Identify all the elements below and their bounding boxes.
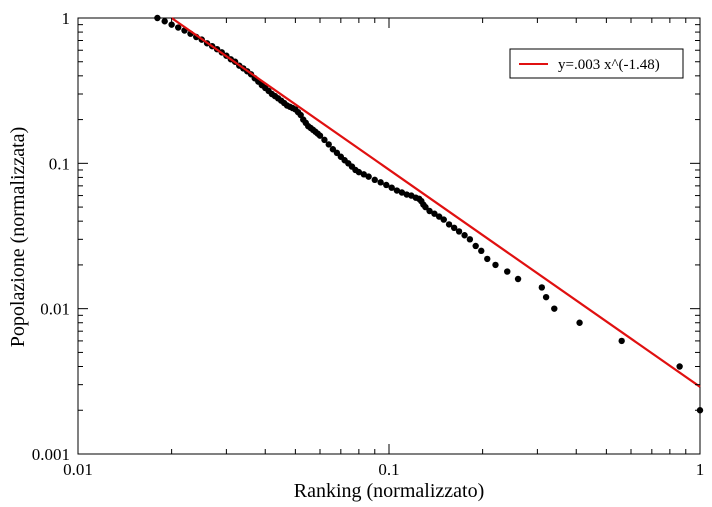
data-point — [321, 136, 328, 144]
data-point — [504, 268, 511, 275]
data-point — [175, 24, 182, 31]
data-point — [478, 247, 485, 255]
data-point — [445, 221, 453, 228]
data-point — [484, 255, 491, 263]
data-point — [576, 319, 583, 326]
data-point — [393, 187, 401, 194]
data-point — [492, 261, 499, 269]
x-tick-label: 0.1 — [378, 460, 399, 479]
data-point — [426, 207, 433, 215]
data-point — [461, 232, 468, 239]
data-point — [618, 337, 625, 345]
data-point — [383, 181, 390, 189]
legend: y=.003 x^(-1.48) — [509, 48, 684, 79]
data-point — [514, 275, 522, 283]
data-point — [161, 18, 168, 25]
data-point — [316, 132, 324, 139]
y-tick-label: 0.001 — [32, 445, 70, 464]
x-tick-label: 0.01 — [63, 460, 93, 479]
data-point — [168, 21, 175, 28]
data-point — [422, 203, 429, 211]
data-point — [431, 210, 438, 217]
plot-frame — [77, 17, 701, 455]
data-point — [472, 242, 479, 250]
data-point — [542, 293, 550, 301]
data-point — [365, 173, 372, 180]
data-point — [325, 141, 332, 148]
data-point — [377, 179, 384, 186]
data-point — [538, 284, 546, 291]
data-point — [154, 14, 161, 22]
data-point — [455, 228, 463, 235]
data-point — [466, 236, 474, 243]
x-tick-label: 1 — [696, 460, 705, 479]
y-tick-label: 0.1 — [49, 154, 70, 173]
x-axis-title: Ranking (normalizzato) — [294, 480, 485, 502]
data-point — [388, 184, 395, 191]
data-point — [440, 216, 447, 223]
plot-border — [77, 17, 701, 455]
data-point — [551, 305, 558, 312]
legend-label: y=.003 x^(-1.48) — [558, 57, 660, 73]
fit-line — [170, 17, 701, 388]
data-point — [450, 224, 458, 232]
data-point — [360, 171, 368, 178]
data-point — [435, 213, 443, 220]
y-axis-title: Popolazione (normalizzata) — [7, 127, 29, 347]
data-point — [333, 149, 341, 157]
y-tick-label: 0.01 — [40, 300, 70, 319]
y-tick-label: 1 — [62, 9, 71, 28]
data-point — [355, 168, 363, 176]
data-point — [398, 189, 406, 196]
data-point — [371, 176, 378, 184]
data-point — [676, 363, 683, 370]
